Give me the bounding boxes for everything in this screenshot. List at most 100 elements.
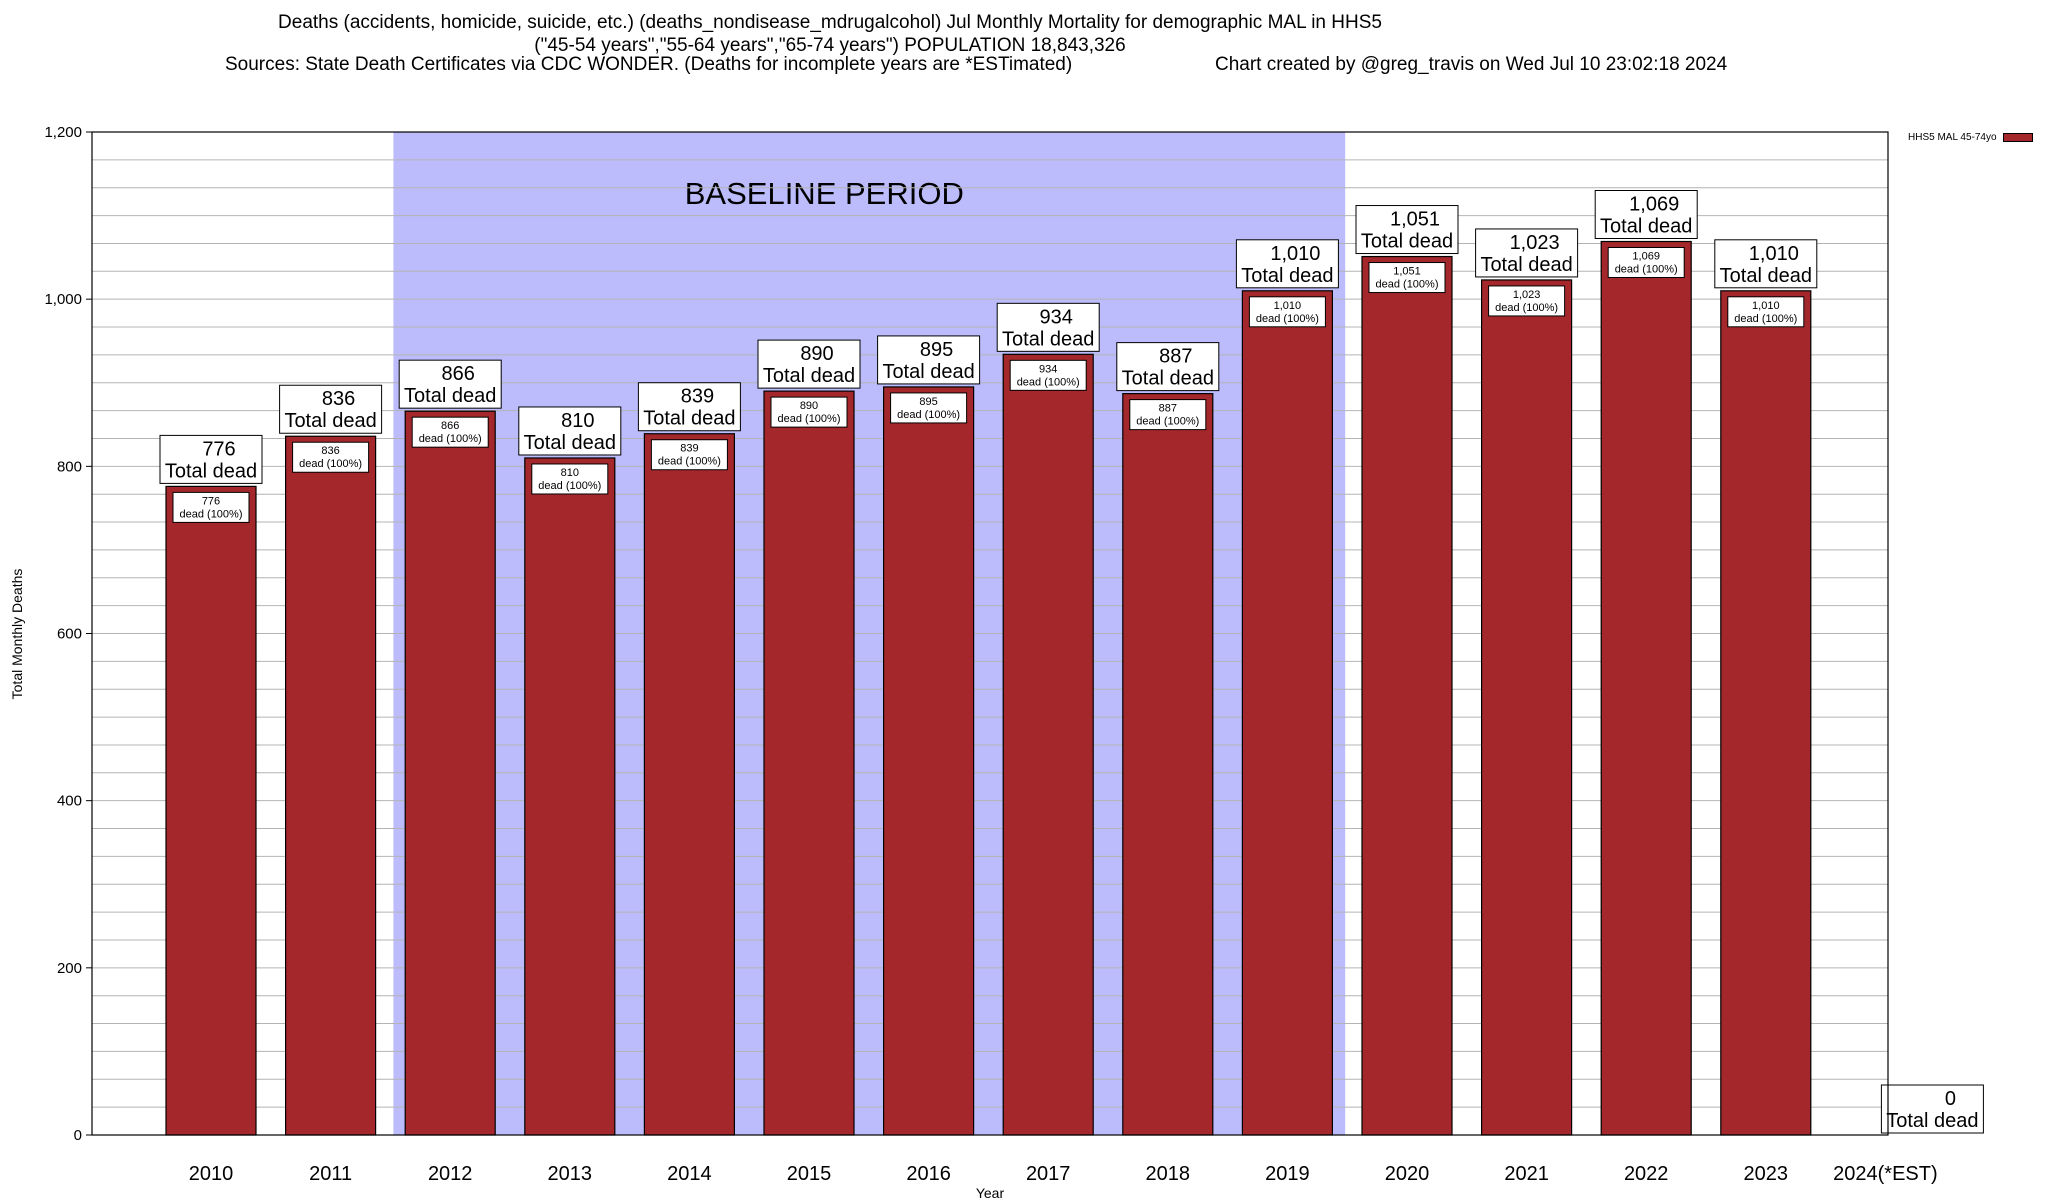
bar — [1002, 353, 1094, 1136]
x-tick-label: 2023 — [1744, 1163, 1789, 1185]
top-value-label: 866 — [442, 363, 475, 385]
x-tick-label: 2016 — [906, 1163, 951, 1185]
x-tick-label: 2022 — [1624, 1163, 1669, 1185]
bar — [404, 410, 496, 1136]
top-value-label: 1,023 — [1510, 232, 1560, 254]
inner-label-box — [292, 441, 370, 473]
top-total-label: Total dead — [284, 410, 376, 432]
x-axis-title: Year — [976, 1185, 1005, 1200]
top-total-label: Total dead — [882, 361, 974, 383]
chart-credit: Chart created by @greg_travis on Wed Jul… — [1215, 54, 1728, 75]
inner-value-label: 1,010 — [1274, 300, 1302, 312]
inner-pct-label: dead (100%) — [1495, 302, 1558, 314]
chart-title: Deaths (accidents, homicide, suicide, et… — [278, 12, 1382, 33]
inner-label-box — [411, 416, 489, 448]
top-label-box — [1880, 1084, 1984, 1134]
inner-pct-label: dead (100%) — [299, 458, 362, 470]
top-label-box — [1235, 239, 1339, 289]
top-total-label: Total dead — [165, 460, 257, 482]
inner-label-box — [172, 491, 250, 523]
top-value-label: 839 — [681, 386, 714, 408]
inner-pct-label: dead (100%) — [1376, 279, 1439, 291]
top-label-box — [1714, 239, 1818, 289]
bar — [1241, 290, 1334, 1136]
top-label-box — [637, 382, 741, 432]
inner-pct-label: dead (100%) — [1136, 416, 1199, 428]
y-tick-label: 0 — [74, 1127, 82, 1144]
top-value-label: 1,010 — [1749, 243, 1799, 265]
inner-label-box — [650, 439, 728, 471]
chart-subtitle: ("45-54 years","55-64 years","65-74 year… — [534, 35, 1126, 56]
top-value-label: 895 — [920, 339, 953, 361]
x-tick-label: 2014 — [667, 1163, 712, 1185]
top-value-label: 887 — [1159, 346, 1192, 368]
inner-pct-label: dead (100%) — [778, 413, 841, 425]
top-label-box — [518, 406, 622, 456]
top-value-label: 776 — [202, 438, 235, 460]
inner-label-box — [1248, 296, 1326, 328]
y-tick-label: 400 — [57, 793, 82, 810]
top-total-label: Total dead — [1241, 265, 1333, 287]
top-total-label: Total dead — [1720, 265, 1812, 287]
y-axis-title: Total Monthly Deaths — [9, 569, 25, 700]
inner-value-label: 836 — [321, 445, 339, 457]
inner-value-label: 934 — [1039, 363, 1057, 375]
inner-value-label: 839 — [680, 443, 698, 455]
y-tick-label: 600 — [57, 626, 82, 643]
top-total-label: Total dead — [404, 385, 496, 407]
inner-value-label: 776 — [202, 495, 220, 507]
y-tick-label: 200 — [57, 960, 82, 977]
top-label-box — [1594, 189, 1698, 239]
inner-value-label: 866 — [441, 420, 459, 432]
inner-value-label: 1,051 — [1393, 266, 1421, 278]
top-label-box — [159, 434, 263, 484]
top-total-label: Total dead — [1361, 231, 1453, 253]
x-tick-label: 2013 — [548, 1163, 593, 1185]
x-tick-label: 2018 — [1146, 1163, 1191, 1185]
bar — [1720, 290, 1812, 1136]
top-value-label: 890 — [800, 343, 833, 365]
bar — [1361, 255, 1453, 1136]
top-label-box — [279, 384, 383, 434]
x-tick-label: 2011 — [309, 1163, 352, 1185]
legend: HHS5 MAL 45-74yo — [1908, 132, 2033, 143]
x-tick-label: 2012 — [428, 1163, 473, 1185]
inner-pct-label: dead (100%) — [658, 456, 721, 468]
x-tick-label: 2017 — [1026, 1163, 1071, 1185]
chart-sources: Sources: State Death Certificates via CD… — [225, 54, 1073, 75]
inner-label-box — [1009, 359, 1087, 391]
inner-value-label: 895 — [919, 396, 937, 408]
bar — [1480, 279, 1573, 1136]
legend-label: HHS5 MAL 45-74yo — [1908, 132, 1997, 143]
x-tick-label: 2015 — [787, 1163, 832, 1185]
inner-pct-label: dead (100%) — [1734, 313, 1797, 325]
bar — [1122, 393, 1214, 1136]
top-label-box — [996, 302, 1100, 352]
inner-pct-label: dead (100%) — [1017, 376, 1080, 388]
top-value-label: 0 — [1945, 1088, 1956, 1110]
inner-label-box — [890, 392, 968, 424]
top-value-label: 1,010 — [1270, 243, 1320, 265]
y-tick-label: 1,000 — [44, 291, 82, 308]
inner-label-box — [1607, 246, 1685, 278]
inner-label-box — [531, 463, 609, 495]
inner-pct-label: dead (100%) — [897, 409, 960, 421]
top-label-box — [398, 359, 502, 409]
top-total-label: Total dead — [1122, 368, 1214, 390]
x-tick-label: 2024(*EST) — [1833, 1163, 1938, 1185]
top-label-box — [757, 339, 861, 389]
bar — [882, 386, 975, 1136]
inner-pct-label: dead (100%) — [1256, 313, 1319, 325]
top-total-label: Total dead — [1002, 328, 1094, 350]
top-value-label: 836 — [322, 388, 355, 410]
inner-value-label: 890 — [800, 400, 818, 412]
inner-value-label: 1,069 — [1632, 250, 1660, 262]
inner-label-box — [1368, 262, 1446, 294]
inner-value-label: 1,023 — [1513, 289, 1541, 301]
inner-label-box — [1727, 296, 1805, 328]
top-value-label: 1,051 — [1390, 209, 1440, 231]
top-value-label: 810 — [561, 410, 594, 432]
top-total-label: Total dead — [763, 365, 855, 387]
bar — [763, 390, 855, 1136]
